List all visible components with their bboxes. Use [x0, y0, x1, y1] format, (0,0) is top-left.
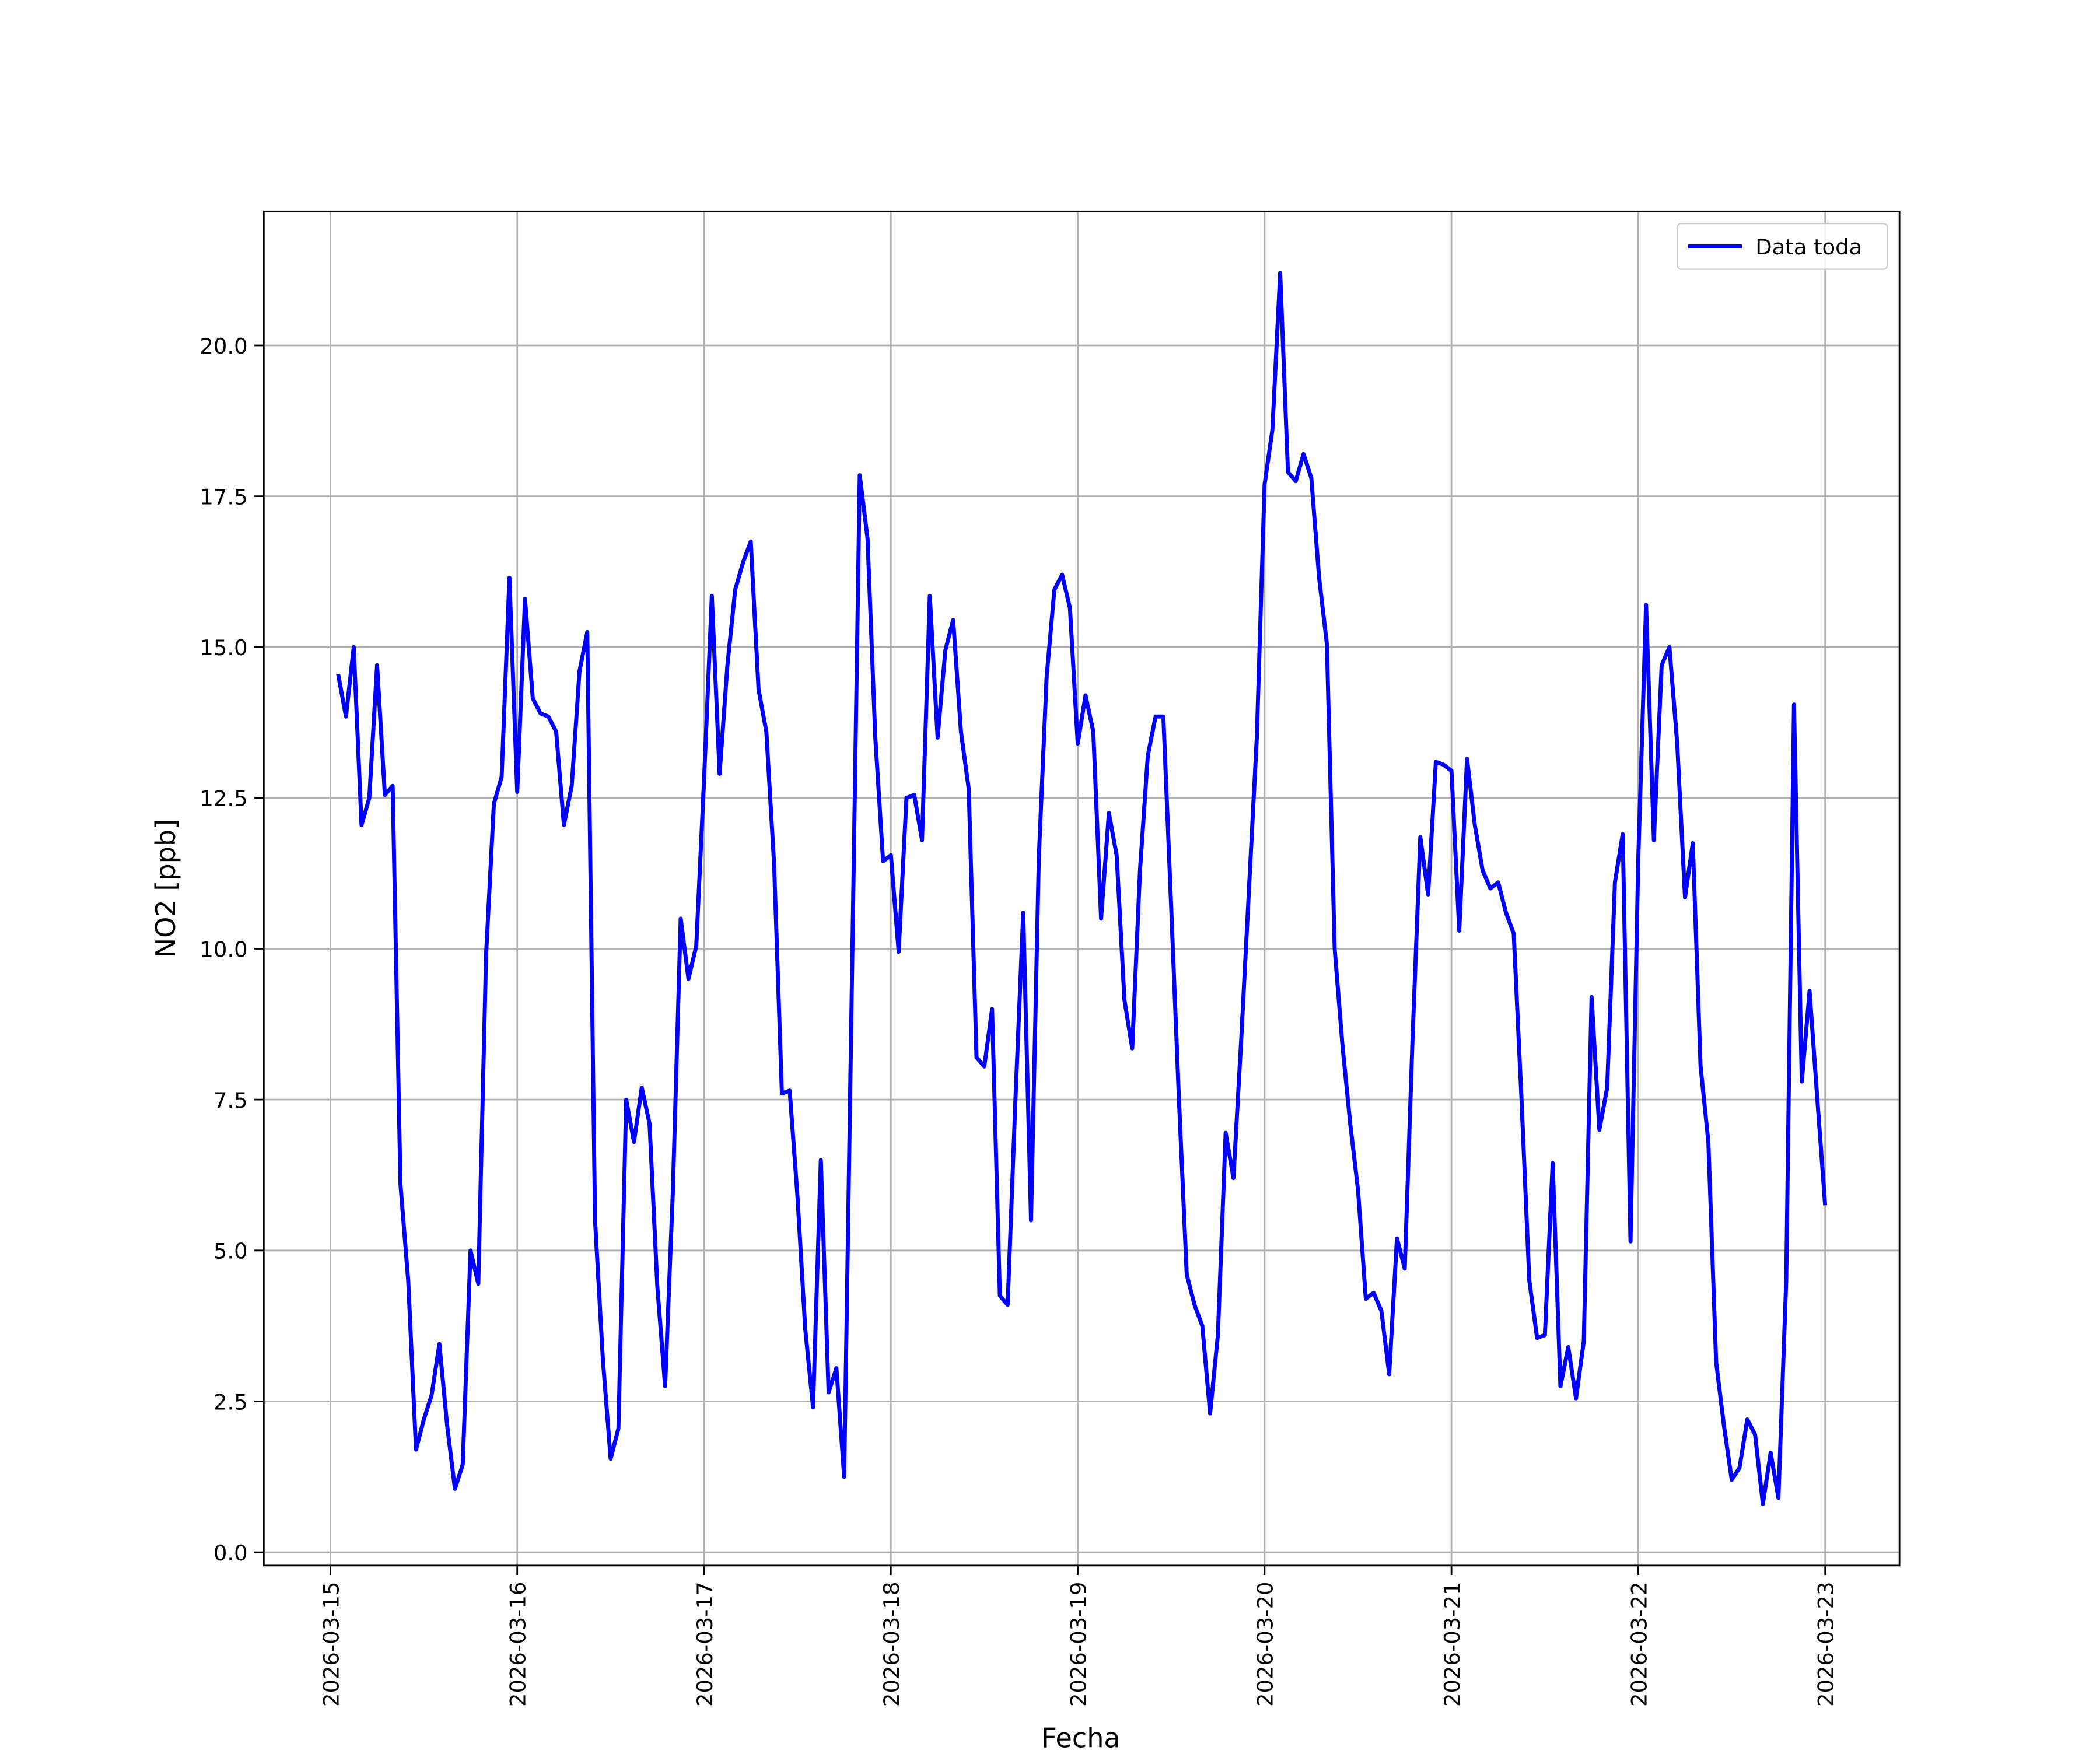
y-tick-label: 0.0: [214, 1541, 248, 1566]
legend-box: [1676, 222, 1888, 270]
x-tick-label: 2026-03-15: [318, 1582, 344, 1707]
y-axis-label: NO2 [ppb]: [150, 819, 181, 958]
x-tick-label: 2026-03-19: [1066, 1582, 1091, 1707]
y-tick-label: 5.0: [214, 1239, 248, 1264]
axes-frame: [262, 210, 1901, 1567]
y-tick-label: 17.5: [200, 484, 247, 509]
x-tick-label: 2026-03-20: [1253, 1582, 1278, 1707]
y-tick-label: 12.5: [200, 786, 247, 811]
x-axis-label: Fecha: [1041, 1722, 1120, 1750]
legend-label: Data toda: [1755, 235, 1862, 260]
y-tick-label: 2.5: [214, 1390, 248, 1415]
x-tick-label: 2026-03-22: [1626, 1582, 1651, 1707]
y-tick-label: 20.0: [200, 334, 247, 359]
x-tick-label: 2026-03-17: [692, 1582, 718, 1707]
x-tick-label: 2026-03-18: [879, 1582, 904, 1707]
x-tick-label: 2026-03-21: [1440, 1582, 1465, 1707]
y-tick-label: 10.0: [200, 937, 247, 962]
y-tick-label: 15.0: [200, 635, 247, 660]
x-tick-label: 2026-03-16: [506, 1582, 531, 1707]
y-tick-label: 7.5: [214, 1088, 248, 1113]
data-line: [336, 271, 1828, 1506]
x-tick-label: 2026-03-23: [1814, 1582, 1839, 1707]
